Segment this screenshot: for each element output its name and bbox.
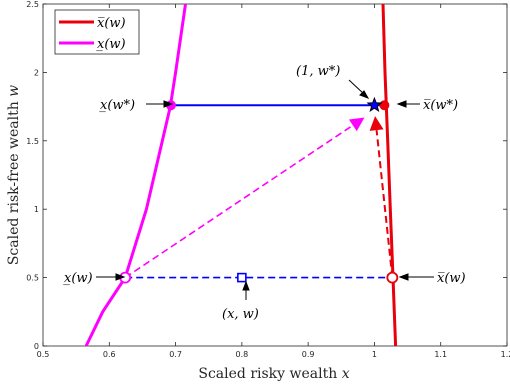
upper-wstar-marker [379,100,390,111]
annot-upper-w: x̅(w) [437,271,466,286]
x-tick-label: 0.6 [103,350,116,359]
x-tick-label: 1.2 [501,350,510,359]
red-arrowhead [369,116,384,131]
magenta-dashed-arrow [124,124,354,279]
ticks-layer: 0.50.60.70.80.911.11.200.511.522.5 [26,0,510,359]
upper-w-marker [386,271,399,284]
y-tick-label: 2.5 [26,0,39,9]
annot-xw: (x, w) [222,307,259,322]
legend-label-upper: x̅(w) [97,16,126,31]
y-tick-label: 1 [34,205,39,214]
y-tick-label: 0.5 [26,274,39,283]
y-tick-label: 1.5 [26,137,39,146]
legend: x̅(w) x̲(w) [54,9,140,55]
red-dashed-arrow [375,129,394,278]
star-marker [366,96,383,113]
x-tick-label: 0.8 [235,350,248,359]
annotation-arrows [96,79,434,300]
y-tick-label: 0 [34,342,39,351]
annot-lower-w: x̲(w) [63,271,93,286]
plot-area [42,3,508,347]
legend-box [54,9,140,55]
y-tick-label: 2 [34,68,39,77]
annot-star: (1, w*) [296,64,340,79]
x-tick-label: 1 [372,350,377,359]
x-tick-label: 0.5 [37,350,50,359]
x-tick-label: 0.7 [169,350,182,359]
x-tick-label: 1.1 [434,350,447,359]
annot-upper-wstar: x̅(w*) [423,98,458,113]
lower-boundary-curve [84,4,187,346]
legend-label-lower: x̲(w) [96,37,126,52]
y-axis-label: Scaled risk-free wealth w [6,85,22,265]
xw-marker [237,272,247,283]
x-tick-label: 0.9 [302,350,315,359]
upper-boundary-curve [381,4,398,346]
magenta-arrowhead [348,117,365,132]
annot-lower-wstar: x̲(w*) [99,98,135,113]
x-axis-label: Scaled risky wealth x [198,366,349,382]
